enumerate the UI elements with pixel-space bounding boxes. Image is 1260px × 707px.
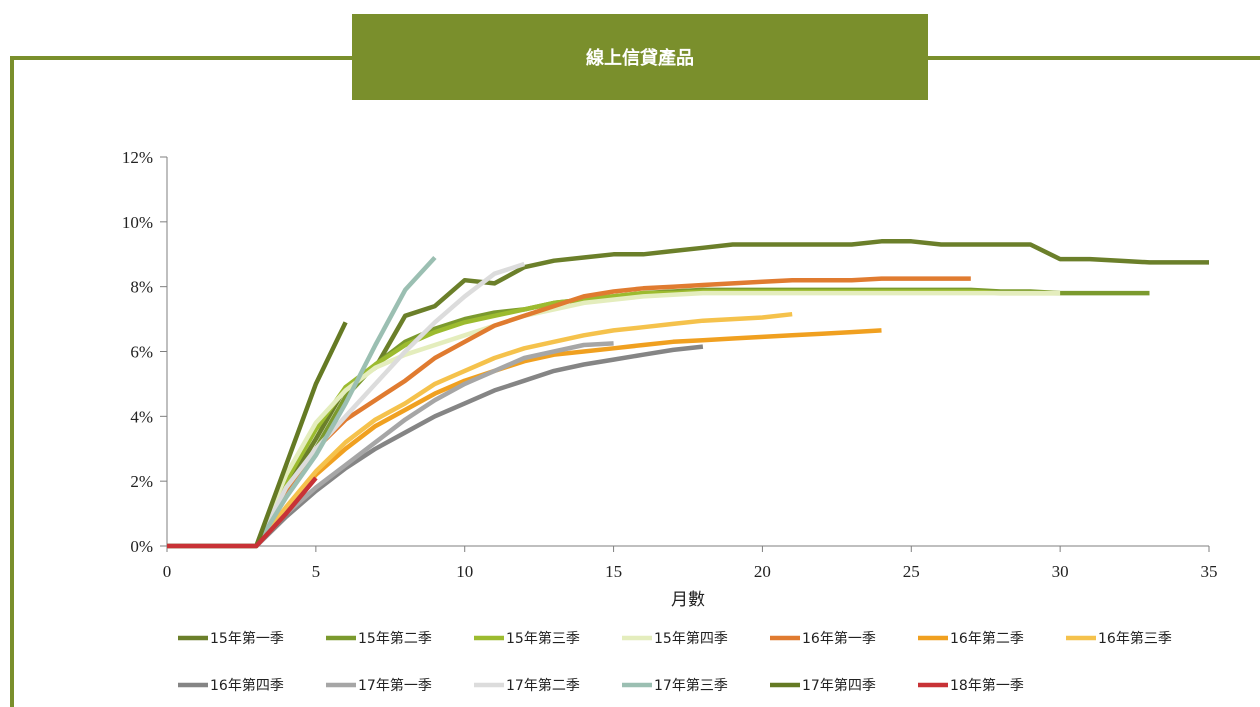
y-tick-label: 12% xyxy=(122,148,153,167)
frame-top-left-border xyxy=(10,56,352,60)
series-line xyxy=(167,328,882,549)
y-tick-label: 10% xyxy=(122,213,153,232)
chart-legend: 15年第一季 15年第二季 15年第三季 15年第四季 16年第一季 16年第二季 16年第… xyxy=(178,630,1172,694)
legend-label: 16年第一季 xyxy=(802,630,876,647)
x-tick-label: 15 xyxy=(605,562,622,581)
y-tick-label: 4% xyxy=(130,407,153,426)
x-tick-label: 0 xyxy=(163,562,172,581)
chart-lines xyxy=(167,239,1209,549)
title-banner: 線上信貸產品 xyxy=(352,14,928,100)
x-tick-label: 10 xyxy=(456,562,473,581)
x-axis-title: 月數 xyxy=(671,590,705,610)
legend-label: 15年第四季 xyxy=(654,630,728,647)
series-line xyxy=(167,287,1150,549)
series-line xyxy=(167,290,1061,549)
series-line xyxy=(167,344,704,549)
x-tick-label: 35 xyxy=(1201,562,1218,581)
series-line xyxy=(167,311,793,549)
y-tick-label: 2% xyxy=(130,472,153,491)
series-line xyxy=(167,239,1209,549)
series-line xyxy=(167,261,525,549)
legend-label: 17年第一季 xyxy=(358,677,432,694)
series-line xyxy=(167,476,318,549)
legend-label: 17年第二季 xyxy=(506,677,580,694)
legend-label: 15年第一季 xyxy=(210,630,284,647)
series-line xyxy=(167,276,971,549)
y-tick-label: 8% xyxy=(130,278,153,297)
banner-title: 線上信貸產品 xyxy=(586,48,694,69)
x-tick-label: 30 xyxy=(1052,562,1069,581)
legend-label: 16年第四季 xyxy=(210,677,284,694)
legend-label: 17年第三季 xyxy=(654,677,728,694)
legend-label: 15年第二季 xyxy=(358,630,432,647)
chart-axes: 0% 2% 4% 6% 8% 10% 12% 0 5 10 15 20 25 30 35 月數 xyxy=(122,148,1218,610)
frame-top-right-border xyxy=(928,56,1260,60)
x-tick-label: 5 xyxy=(312,562,321,581)
x-tick-label: 20 xyxy=(754,562,771,581)
legend-label: 17年第四季 xyxy=(802,677,876,694)
legend-label: 16年第三季 xyxy=(1098,630,1172,647)
legend-label: 18年第一季 xyxy=(950,677,1024,694)
x-tick-label: 25 xyxy=(903,562,920,581)
legend-label: 15年第三季 xyxy=(506,630,580,647)
frame-left-border xyxy=(10,56,14,707)
y-tick-label: 6% xyxy=(130,343,153,362)
legend-label: 16年第二季 xyxy=(950,630,1024,647)
y-tick-label: 0% xyxy=(130,537,153,556)
